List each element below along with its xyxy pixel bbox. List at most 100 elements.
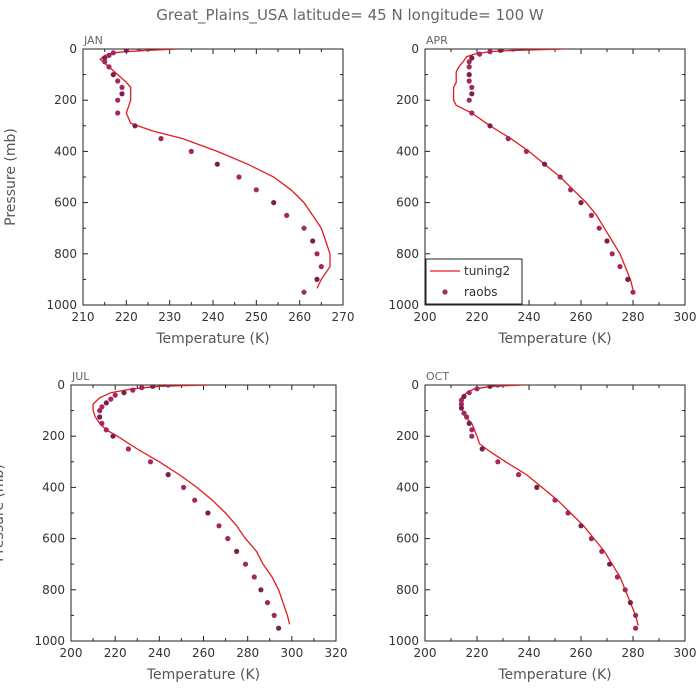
series-point-raobs [487,123,493,129]
series-point-raobs [150,385,156,389]
y-axis-label: Pressure (mb) [0,464,7,562]
series-point-raobs [469,110,475,116]
series-point-raobs [181,484,187,490]
series-point-raobs [314,251,320,257]
series-point-raobs [102,59,108,65]
series-point-raobs [461,410,467,416]
panel-jan: JAN 210 220 230 240 250 260 270 0 200 400 600 800 100… [3,34,354,347]
y-tick-label: 0 [411,42,419,56]
x-tick-label: 260 [192,646,215,660]
series-point-raobs [625,276,631,282]
series-point-raobs [264,600,271,606]
y-tick-label: 600 [396,196,419,210]
y-tick-label: 600 [396,532,419,546]
x-tick-label: 300 [674,646,697,660]
series-point-raobs [136,49,142,52]
series-point-raobs [108,396,114,402]
panels: JAN 210 220 230 240 250 260 270 0 200 400 600 800 100… [0,34,696,683]
data-layer [92,385,291,631]
series-point-raobs [607,561,613,567]
x-tick-label: 260 [570,646,593,660]
series-point-raobs [165,385,171,388]
x-tick-label: 270 [332,310,355,324]
series-point-raobs [614,574,621,580]
series-point-raobs [469,91,475,97]
series-line-tuning2 [460,385,639,626]
series-point-raobs [112,392,118,398]
series-point-raobs [578,200,584,206]
series-point-raobs [271,200,277,206]
y-tick-label: 800 [54,247,77,261]
series-point-raobs [523,148,530,154]
x-tick-label: 240 [518,310,541,324]
series-point-raobs [115,110,121,116]
x-tick-label: 210 [72,310,95,324]
series-point-raobs [119,84,125,90]
x-tick-label: 220 [466,310,489,324]
x-tick-label: 200 [60,646,83,660]
series-point-raobs [192,497,198,503]
series-line-tuning2 [99,49,331,289]
panel-title: APR [426,34,448,47]
series-point-raobs [479,446,485,452]
series-point-raobs [599,548,605,555]
plot-frame [70,384,337,642]
y-tick-label: 400 [396,144,419,158]
series-point-raobs [97,408,103,414]
x-tick-label: 300 [280,646,303,660]
series-point-raobs [276,625,282,631]
series-point-raobs [234,548,240,555]
series-point-raobs [99,420,105,426]
x-tick-label: 260 [570,310,593,324]
series-point-raobs [487,49,493,55]
panel-title: JUL [71,370,90,383]
x-tick-label: 300 [674,310,697,324]
x-tick-label: 240 [202,310,225,324]
series-point-raobs [630,289,636,295]
panel-oct: OCT 200 220 240 260 280 300 0 200 400 600 800 1000 Te… [388,370,696,683]
series-point-raobs [147,459,154,465]
figure-title: Great_Plains_USA latitude= 45 N longitud… [156,6,544,25]
y-tick-label: 600 [54,196,77,210]
y-tick-label: 0 [57,378,65,392]
series-point-raobs [495,459,501,465]
series-point-raobs [301,225,307,231]
series-point-raobs [477,51,483,57]
y-tick-label: 1000 [46,298,77,312]
series-point-raobs [534,484,540,490]
x-tick-label: 280 [236,646,259,660]
series-point-raobs [469,433,475,439]
series-point-raobs [542,161,548,167]
series-point-raobs [139,385,145,391]
series-point-raobs [466,420,472,426]
series-point-raobs [158,136,164,142]
panel-title: JAN [83,34,103,47]
x-tick-label: 260 [288,310,311,324]
series-point-raobs [205,510,211,516]
data-layer [452,49,636,295]
series-point-raobs [469,427,475,433]
series-point-raobs [469,55,475,61]
series-point-raobs [466,72,472,78]
series-point-raobs [588,212,595,218]
legend-box [425,258,523,305]
x-axis-label: Temperature (K) [497,331,611,347]
series-point-raobs [106,64,112,70]
y-tick-label: 200 [396,429,419,443]
y-tick-label: 800 [396,247,419,261]
series-point-raobs [99,404,105,410]
series-point-raobs [165,472,171,478]
x-tick-label: 220 [466,646,489,660]
series-point-raobs [225,536,231,542]
series-point-raobs [466,78,472,84]
series-point-raobs [314,276,320,282]
x-tick-label: 240 [518,646,541,660]
panel-title: OCT [426,370,449,383]
series-point-raobs [214,161,220,167]
series-point-raobs [103,400,109,406]
y-tick-label: 1000 [388,298,419,312]
series-point-raobs [622,587,628,593]
series-point-raobs [627,600,634,606]
x-axis-label: Temperature (K) [146,667,260,683]
